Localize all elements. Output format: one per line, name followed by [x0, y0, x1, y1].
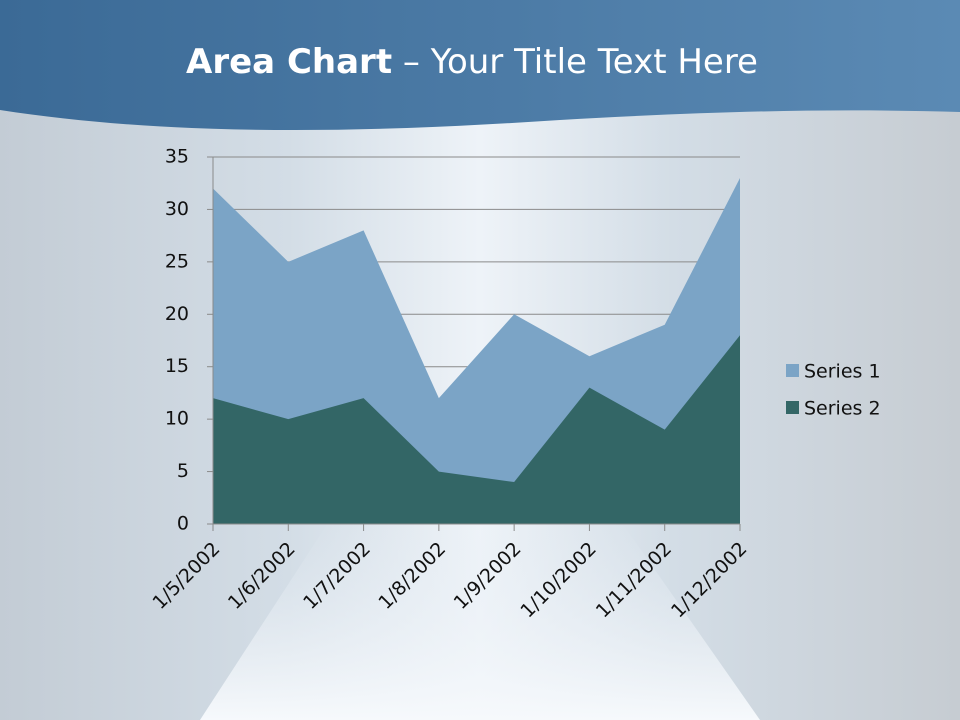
y-tick-label: 0 [177, 513, 189, 535]
title-rest: – Your Title Text Here [403, 42, 758, 82]
area [213, 335, 740, 524]
y-tick-label: 15 [165, 355, 189, 377]
y-tick-label: 30 [165, 198, 189, 220]
y-tick-label: 5 [177, 460, 189, 482]
header-band [0, 0, 960, 131]
floor [200, 520, 760, 720]
y-tick-label: 10 [165, 408, 189, 430]
legend-label: Series 2 [804, 398, 881, 420]
legend-swatch [786, 401, 799, 414]
chart-title: Area Chart – Your Title Text Here [186, 42, 758, 82]
y-tick-label: 20 [165, 303, 189, 325]
legend-label: Series 1 [804, 361, 881, 383]
title-bold: Area Chart [186, 42, 392, 82]
y-tick-label: 35 [165, 146, 189, 168]
y-tick-label: 25 [165, 250, 189, 272]
legend-swatch [786, 364, 799, 377]
